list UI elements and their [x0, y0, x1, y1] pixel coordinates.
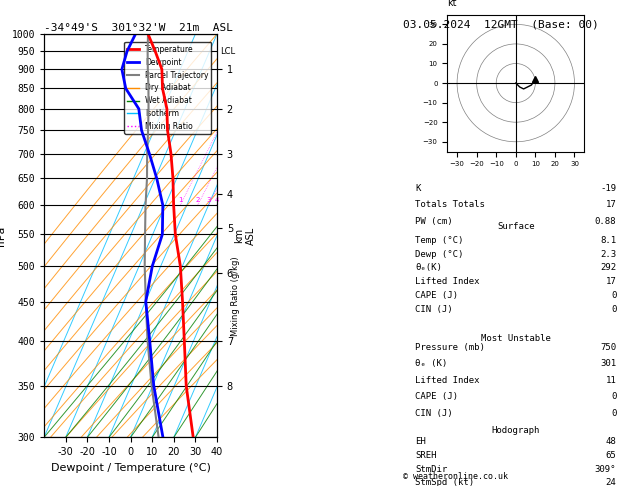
Text: 11: 11 — [606, 376, 616, 385]
Text: PW (cm): PW (cm) — [415, 217, 453, 226]
Text: SREH: SREH — [415, 451, 437, 460]
Text: Most Unstable: Most Unstable — [481, 334, 551, 343]
Text: Lifted Index: Lifted Index — [415, 376, 480, 385]
Text: 17: 17 — [606, 277, 616, 286]
X-axis label: Dewpoint / Temperature (°C): Dewpoint / Temperature (°C) — [50, 463, 211, 473]
Text: CIN (J): CIN (J) — [415, 409, 453, 417]
Text: -19: -19 — [600, 184, 616, 193]
Text: 8.1: 8.1 — [600, 236, 616, 245]
Text: 17: 17 — [606, 200, 616, 209]
Text: Pressure (mb): Pressure (mb) — [415, 343, 485, 352]
Text: 292: 292 — [600, 263, 616, 273]
Text: kt: kt — [447, 0, 457, 8]
Text: 48: 48 — [606, 437, 616, 447]
Text: 24: 24 — [606, 479, 616, 486]
Text: StmSpd (kt): StmSpd (kt) — [415, 479, 474, 486]
Text: 309°: 309° — [595, 465, 616, 474]
Text: K: K — [415, 184, 421, 193]
Text: Lifted Index: Lifted Index — [415, 277, 480, 286]
Text: StmDir: StmDir — [415, 465, 447, 474]
Text: 750: 750 — [600, 343, 616, 352]
Text: 301: 301 — [600, 359, 616, 368]
Text: Dewp (°C): Dewp (°C) — [415, 250, 464, 259]
Text: Surface: Surface — [497, 223, 535, 231]
Text: EH: EH — [415, 437, 426, 447]
Text: 1: 1 — [178, 197, 182, 203]
Legend: Temperature, Dewpoint, Parcel Trajectory, Dry Adiabat, Wet Adiabat, Isotherm, Mi: Temperature, Dewpoint, Parcel Trajectory… — [125, 42, 211, 134]
Text: θₑ(K): θₑ(K) — [415, 263, 442, 273]
Text: Hodograph: Hodograph — [492, 426, 540, 435]
Y-axis label: km
ASL: km ASL — [235, 226, 256, 245]
Text: CAPE (J): CAPE (J) — [415, 291, 459, 300]
Text: © weatheronline.co.uk: © weatheronline.co.uk — [403, 472, 508, 481]
Text: 0: 0 — [611, 409, 616, 417]
Text: 2: 2 — [196, 197, 200, 203]
Text: CIN (J): CIN (J) — [415, 305, 453, 313]
Text: 0: 0 — [611, 392, 616, 401]
Text: Mixing Ratio (g/kg): Mixing Ratio (g/kg) — [231, 257, 240, 336]
Y-axis label: hPa: hPa — [0, 226, 6, 246]
Text: θₑ (K): θₑ (K) — [415, 359, 447, 368]
Text: -34°49'S  301°32'W  21m  ASL: -34°49'S 301°32'W 21m ASL — [44, 23, 233, 33]
Text: 0: 0 — [611, 291, 616, 300]
Text: 03.05.2024  12GMT  (Base: 00): 03.05.2024 12GMT (Base: 00) — [403, 19, 598, 30]
Text: Totals Totals: Totals Totals — [415, 200, 485, 209]
Text: LCL: LCL — [221, 47, 236, 56]
Text: 0.88: 0.88 — [595, 217, 616, 226]
Text: 65: 65 — [606, 451, 616, 460]
Text: 4: 4 — [214, 197, 219, 203]
Text: 0: 0 — [611, 305, 616, 313]
Text: Temp (°C): Temp (°C) — [415, 236, 464, 245]
Text: 2.3: 2.3 — [600, 250, 616, 259]
Text: 3: 3 — [206, 197, 211, 203]
Text: CAPE (J): CAPE (J) — [415, 392, 459, 401]
